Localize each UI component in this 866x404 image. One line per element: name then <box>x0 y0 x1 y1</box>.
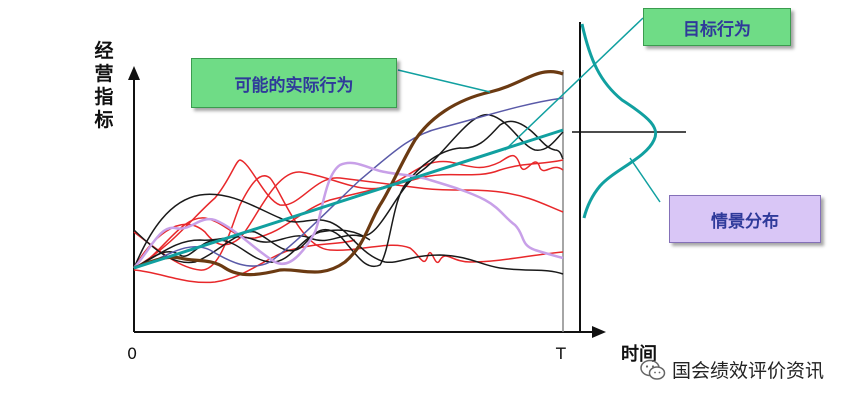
pointer-possible <box>397 69 491 93</box>
path-blue <box>133 97 564 269</box>
path-brown <box>133 70 564 277</box>
pointer-scenario <box>629 157 661 203</box>
path-red-1 <box>133 159 564 269</box>
y-axis-arrow <box>128 66 140 80</box>
path-red-2 <box>133 154 564 269</box>
x-axis-arrow <box>592 326 606 338</box>
watermark-text: 国会绩效评价资讯 <box>672 360 825 382</box>
callout-possible-behavior: 可能的实际行为 <box>191 58 397 108</box>
watermark: 国会绩效评价资讯 <box>640 356 824 383</box>
callout-target-behavior: 目标行为 <box>643 8 791 46</box>
path-black-1 <box>133 193 564 275</box>
scenario-distribution-curve <box>580 23 657 219</box>
x-tick-end: T <box>556 344 566 363</box>
path-black-4 <box>133 229 371 269</box>
wechat-icon <box>640 359 666 380</box>
path-red-4 <box>133 159 564 269</box>
target-trend-line <box>133 128 564 270</box>
y-axis-label: 经营指标 <box>94 40 114 131</box>
x-tick-start: 0 <box>127 344 138 363</box>
callout-scenario-distribution: 情景分布 <box>669 195 821 243</box>
path-black-2 <box>133 120 564 268</box>
pointer-target <box>504 17 644 151</box>
path-red-5 <box>133 239 356 284</box>
path-lavender <box>133 161 564 269</box>
